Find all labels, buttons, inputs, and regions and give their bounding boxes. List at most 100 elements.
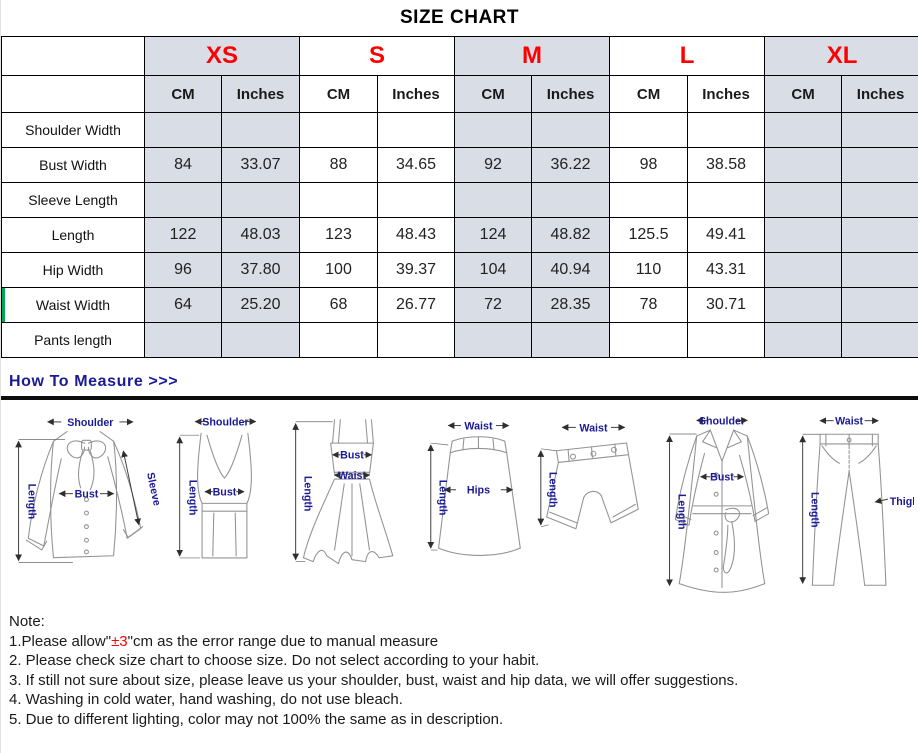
cell-l-inches: 49.41 [687,217,766,253]
cell-s-inches [377,322,456,358]
unit-header-s-cm: CM [299,75,379,113]
cell-xs-cm: 64 [144,287,222,323]
cell-l-cm [609,112,689,148]
unit-header-xs-inches: Inches [220,75,301,113]
unit-header-l-inches: Inches [687,75,766,113]
cell-m-cm [454,322,533,358]
notes-title: Note: [9,613,45,630]
note-line-4: 4. Washing in cold water, hand washing, … [9,691,403,708]
cell-xs-inches: 33.07 [220,147,301,183]
cell-m-inches: 48.82 [531,217,611,253]
cell-xl-inches [841,252,918,288]
cell-m-inches: 36.22 [531,147,611,183]
cell-xl-cm [764,287,843,323]
cell-xl-inches [841,182,918,218]
cell-s-inches: 48.43 [377,217,456,253]
unit-header-m-cm: CM [454,75,533,113]
table-row: Pants length [1,322,918,358]
row-label: Bust Width [1,147,145,183]
cell-xs-cm [144,182,222,218]
size-chart-table: XS S M L XL CM Inches CM Inches CM Inche… [1,36,918,358]
cell-xl-cm [764,217,843,253]
garment-tank-top-figure: Shoulder Bust Length [176,416,257,559]
cell-s-cm [299,182,379,218]
measure-label-shoulder: Shoulder [203,416,249,428]
measure-label-sleeve: Sleeve [144,471,163,507]
notes-section: Note: 1.Please allow"±3"cm as the error … [1,602,918,729]
measure-label-thigh: Thigh [890,496,914,508]
measure-label-length: Length [301,476,313,512]
unit-header-l-cm: CM [609,75,689,113]
cell-xs-cm [144,322,222,358]
size-table-body: Shoulder Width Bust Width 84 33.07 88 34.65 92… [1,112,918,358]
corner-cell [1,36,145,76]
cell-xs-inches: 48.03 [220,217,301,253]
cell-m-cm [454,112,533,148]
cell-xs-cm: 84 [144,147,222,183]
page-title-row: SIZE CHART [1,0,918,36]
cell-m-cm: 124 [454,217,533,253]
measure-label-length: Length [437,480,449,516]
corner-cell-2 [1,75,145,113]
measure-label-length: Length [675,494,687,530]
cell-s-cm: 100 [299,252,379,288]
unit-header-m-inches: Inches [531,75,611,113]
table-row: Waist Width 64 25.20 68 26.77 72 28.35 78 30.71 [1,287,918,323]
cell-l-inches: 43.31 [687,252,766,288]
size-header-xl: XL [764,36,918,76]
cell-m-cm: 104 [454,252,533,288]
cell-l-inches [687,182,766,218]
measure-label-bust: Bust [340,450,364,462]
measure-label-shoulder: Shoulder [67,417,113,429]
cell-l-cm [609,182,689,218]
error-range-value: ±3 [111,632,128,650]
garment-dress-figure: Bust Waist Length [291,419,393,565]
cell-m-inches [531,112,611,148]
garment-coat-figure: Shoulder Bust Length [665,415,769,593]
cell-xs-inches [220,112,301,148]
note-line-5: 5. Due to different lighting, color may … [9,710,504,728]
cell-xl-cm [764,182,843,218]
cell-s-inches: 34.65 [377,147,456,183]
note-line-1: 1.Please allow"±3"cm as the error range … [9,632,918,652]
unit-header-xl-cm: CM [764,75,843,113]
cell-s-inches [377,182,456,218]
row-label: Pants length [1,322,145,358]
row-label: Hip Width [1,252,145,288]
cell-xl-inches [841,147,918,183]
measure-label-waist: Waist [338,470,367,482]
cell-m-cm: 92 [454,147,533,183]
note-line-1-suffix: "cm as the error range due to manual mea… [127,632,439,650]
size-header-row: XS S M L XL [1,36,918,76]
unit-header-xl-inches: Inches [841,75,918,113]
measure-label-shoulder: Shoulder [699,415,745,427]
cell-m-inches: 40.94 [531,252,611,288]
cell-xs-inches [220,182,301,218]
measure-label-waist: Waist [580,422,609,434]
size-header-l: L [609,36,766,76]
cell-xs-cm: 122 [144,217,222,253]
cell-l-cm: 98 [609,147,689,183]
cell-xl-inches [841,322,918,358]
row-label: Sleeve Length [1,182,145,218]
garment-pants-figure: Waist Thigh Length [799,416,914,586]
table-row: Sleeve Length [1,182,918,218]
cell-l-inches [687,322,766,358]
cell-xl-cm [764,322,843,358]
measure-label-length: Length [187,480,199,516]
cell-xl-inches [841,217,918,253]
page-title: SIZE CHART [400,7,519,28]
cell-s-inches: 39.37 [377,252,456,288]
how-to-measure-heading: How To Measure >>> [9,373,179,390]
cell-m-inches: 28.35 [531,287,611,323]
note-line-3: 3. If still not sure about size, please … [9,671,739,689]
measure-label-hips: Hips [467,485,490,497]
cell-l-cm: 110 [609,252,689,288]
table-row: Bust Width 84 33.07 88 34.65 92 36.22 98 38.58 [1,147,918,183]
cell-xl-inches [841,112,918,148]
cell-l-inches: 30.71 [687,287,766,323]
measure-label-bust: Bust [75,489,99,501]
cell-xs-cm: 96 [144,252,222,288]
cell-xs-inches: 25.20 [220,287,301,323]
cell-xs-inches [220,322,301,358]
